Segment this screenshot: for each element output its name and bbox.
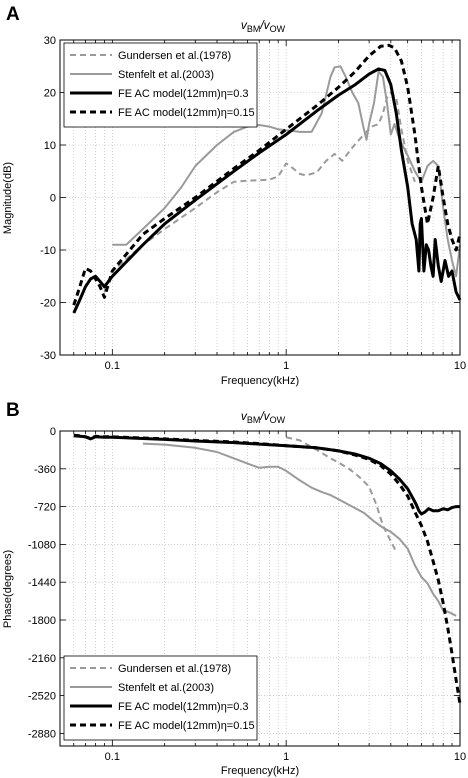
y-tick-label-b: -1440: [28, 577, 56, 589]
y-axis-label-b: Phase(degrees): [2, 550, 14, 628]
y-tick-label-a: -10: [40, 245, 56, 257]
y-tick-label-a: 0: [50, 193, 56, 205]
y-tick-label-a: -30: [40, 350, 56, 362]
legend-label-stenfelt-b: Stenfelt et al.(2003): [118, 682, 214, 694]
plot-frame-b: [59, 430, 461, 747]
legend-label-gundersen-a: Gundersen et al.(1978): [118, 50, 231, 62]
legend-label-gundersen-b: Gundersen et al.(1978): [118, 663, 231, 675]
panel-a: A vBM/vOW -30 -20 -10 0 10 20 30 0.1 1 10 Frequen…: [2, 4, 466, 387]
y-tick-label-a: 20: [44, 88, 56, 100]
panel-letter-b: B: [6, 400, 20, 421]
legend-a: Gundersen et al.(1978) Stenfelt et al.(2…: [63, 42, 258, 128]
x-tick-label-a: 1: [283, 360, 289, 372]
legend-box-b: [63, 655, 258, 741]
legend-label-stenfelt-a: Stenfelt et al.(2003): [118, 69, 214, 81]
series-group-a: [72, 43, 462, 314]
x-tick-label-a: 0.1: [105, 360, 120, 372]
panel-b: B vBM/vOW 0 -360 -720 -1080 -1440 -1800 -2160 -…: [2, 400, 466, 777]
chart-title-b: vBM/vOW: [241, 409, 286, 425]
series-line-fe015-a: [72, 43, 462, 306]
y-tick-label-b: 0: [50, 426, 56, 438]
chart-title-a: vBM/vOW: [241, 18, 286, 34]
y-tick-label-b: -2880: [28, 728, 56, 740]
legend-label-fe015-b: FE AC model(12mm)η=0.15: [118, 720, 255, 732]
x-axis-label-b: Frequency(kHz): [221, 765, 299, 777]
series-group-b: [73, 433, 462, 705]
x-tick-label-b: 0.1: [105, 751, 120, 763]
y-tick-label-b: -360: [34, 464, 56, 476]
x-tick-label-b: 1: [283, 751, 289, 763]
panel-letter-a: A: [6, 4, 20, 25]
y-tick-label-b: -1080: [28, 539, 56, 551]
series-line-stenfelt-b: [142, 442, 457, 617]
legend-box-a: [63, 42, 258, 128]
y-tick-label-b: -1800: [28, 615, 56, 627]
series-line-gundersen-a: [103, 91, 416, 293]
y-tick-label-a: 30: [44, 35, 56, 47]
legend-label-fe03-a: FE AC model(12mm)η=0.3: [118, 88, 249, 100]
ticks-b: 0 -360 -720 -1080 -1440 -1800 -2160 -2520 -2880 0…: [28, 426, 466, 763]
legend-label-fe03-b: FE AC model(12mm)η=0.3: [118, 701, 249, 713]
legend-label-fe015-a: FE AC model(12mm)η=0.15: [118, 107, 255, 119]
series-line-fe015-b: [73, 433, 462, 705]
x-tick-label-b: 10: [454, 751, 466, 763]
y-tick-label-a: -20: [40, 298, 56, 310]
y-tick-label-b: -720: [34, 502, 56, 514]
x-axis-label-a: Frequency(kHz): [221, 375, 299, 387]
series-line-stenfelt-a: [112, 65, 461, 278]
series-line-gundersen-b: [285, 436, 398, 553]
legend-b: Gundersen et al.(1978) Stenfelt et al.(2…: [63, 655, 258, 741]
y-tick-label-a: 10: [44, 140, 56, 152]
y-tick-label-b: -2160: [28, 653, 56, 665]
ticks-a: -30 -20 -10 0 10 20 30 0.1 1 10: [40, 35, 466, 372]
x-tick-label-a: 10: [454, 360, 466, 372]
y-tick-label-b: -2520: [28, 691, 56, 703]
y-axis-label-a: Magnitude(dB): [2, 162, 14, 234]
series-line-fe03-b: [73, 434, 460, 516]
